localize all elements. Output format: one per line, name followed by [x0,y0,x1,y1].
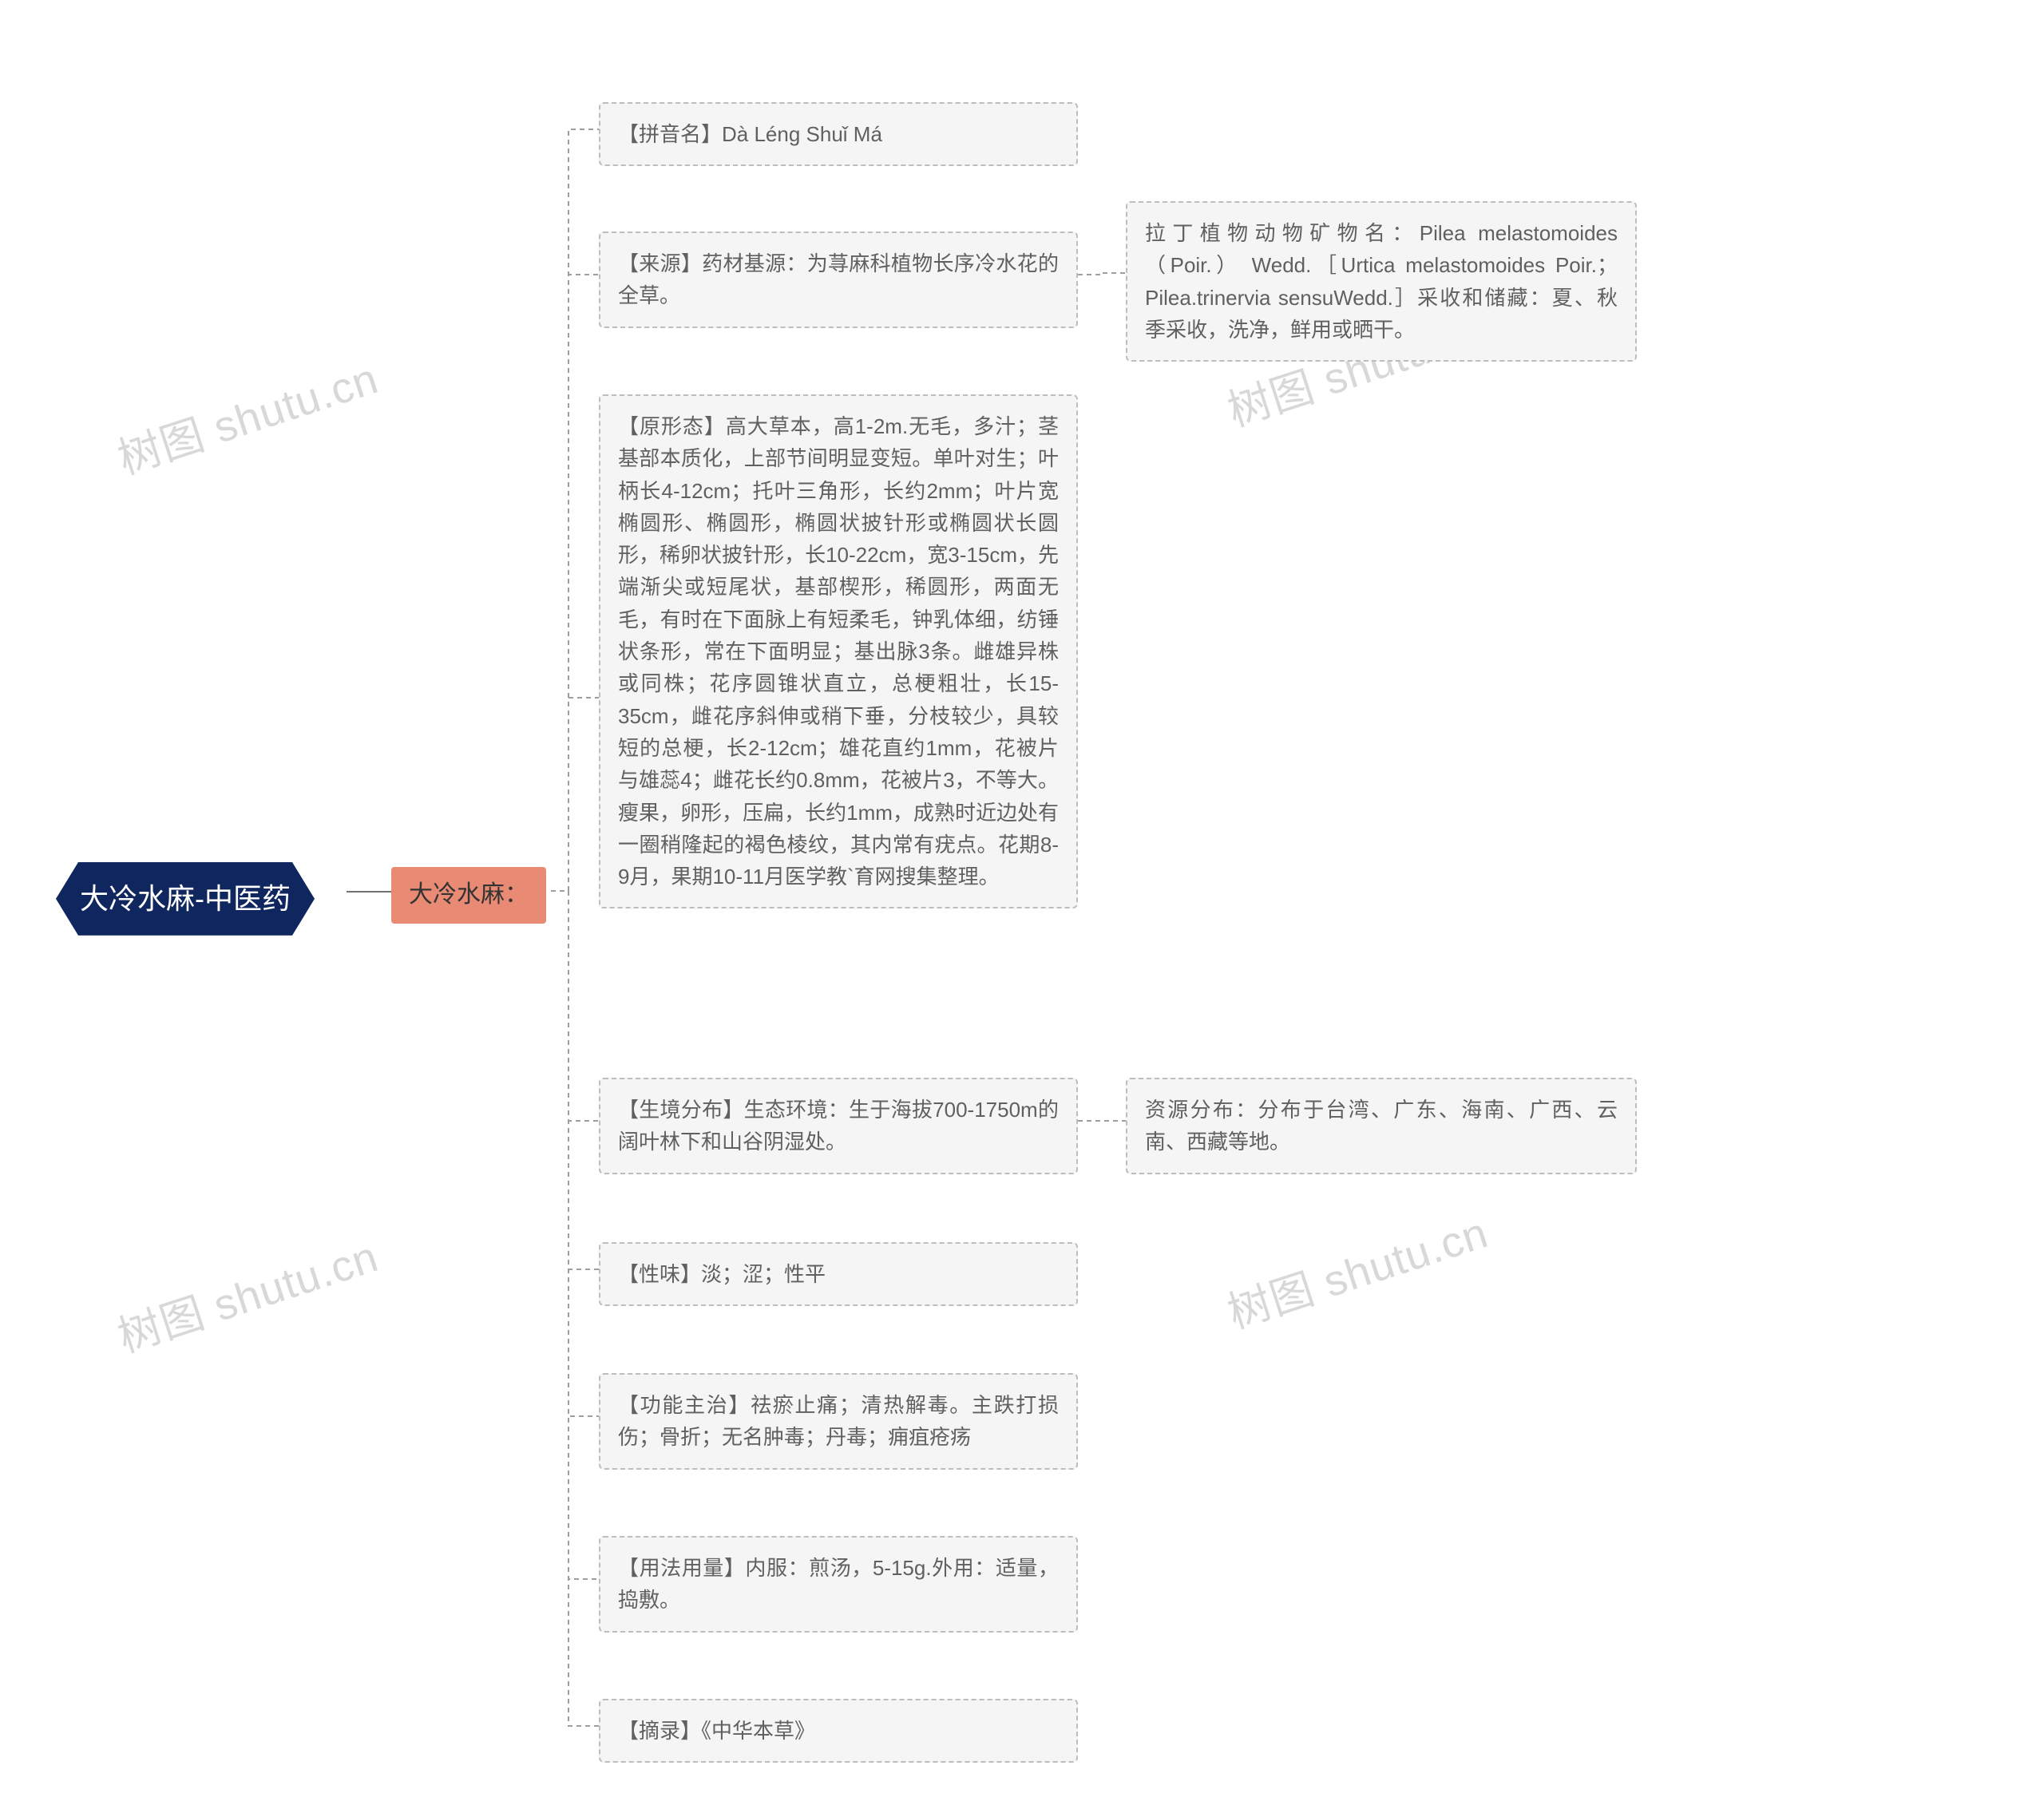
leaf-pinyin[interactable]: 【拼音名】Dà Lénɡ Shuǐ Má [599,102,1078,166]
leaf-habitat-detail[interactable]: 资源分布：分布于台湾、广东、海南、广西、云南、西藏等地。 [1126,1078,1637,1174]
watermark: 树图 shutu.cn [109,1221,385,1365]
root-node[interactable]: 大冷水麻-中医药 [56,862,315,936]
leaf-source[interactable]: 【来源】药材基源：为荨麻科植物长序冷水花的全草。 [599,232,1078,328]
leaf-source-detail[interactable]: 拉丁植物动物矿物名：Pilea melastomoides （Poir.） We… [1126,201,1637,362]
sub-node[interactable]: 大冷水麻： [391,867,546,924]
watermark: 树图 shutu.cn [109,343,385,487]
leaf-function[interactable]: 【功能主治】祛瘀止痛；清热解毒。主跌打损伤；骨折；无名肿毒；丹毒；痈疽疮疡 [599,1373,1078,1470]
leaf-taste[interactable]: 【性味】淡；涩；性平 [599,1242,1078,1306]
watermark: 树图 shutu.cn [1218,1197,1495,1341]
leaf-dosage[interactable]: 【用法用量】内服：煎汤，5-15g.外用：适量，捣敷。 [599,1536,1078,1633]
leaf-record[interactable]: 【摘录】《中华本草》 [599,1699,1078,1763]
leaf-habitat[interactable]: 【生境分布】生态环境：生于海拔700-1750m的阔叶林下和山谷阴湿处。 [599,1078,1078,1174]
leaf-morphology[interactable]: 【原形态】高大草本，高1-2m.无毛，多汁；茎基部本质化，上部节间明显变短。单叶… [599,394,1078,908]
